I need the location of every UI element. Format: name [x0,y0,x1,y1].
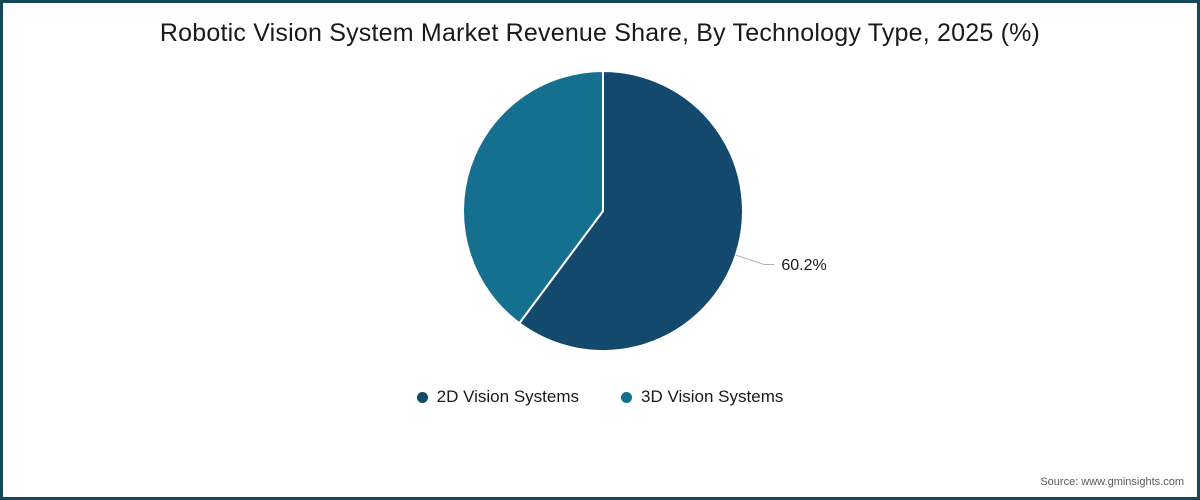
legend-label-3d: 3D Vision Systems [641,387,784,406]
legend: 2D Vision Systems 3D Vision Systems [3,387,1197,407]
chart-title: Robotic Vision System Market Revenue Sha… [159,19,1041,47]
pie-slice-2 [462,70,604,325]
legend-item-3d-vision-systems: 3D Vision Systems [621,387,783,407]
legend-item-2d-vision-systems: 2D Vision Systems [416,387,579,407]
legend-swatch-2d-icon [416,391,428,403]
pie-data-label: 60.2% [781,257,826,274]
legend-label-2d: 2D Vision Systems [436,387,579,406]
data-label-leader-line [735,254,775,266]
pie-chart: 60.2% [462,70,827,352]
legend-swatch-3d-icon [621,391,632,403]
source-attribution: Source: www.gminsights.com [1040,476,1184,488]
